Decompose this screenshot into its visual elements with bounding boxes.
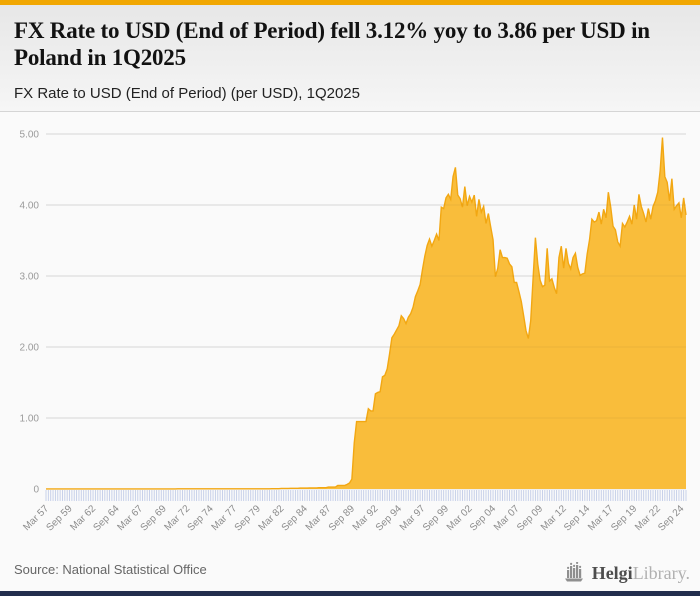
y-tick-label: 1.00 — [20, 414, 40, 425]
chart-area: 0 1.00 2.00 3.00 4.00 5.00 Mar 57 Sep 59 Mar 62 S… — [0, 112, 700, 555]
page-title: FX Rate to USD (End of Period) fell 3.12… — [14, 18, 650, 71]
y-tick-label: 2.00 — [20, 343, 40, 354]
area-series-line — [46, 137, 687, 490]
x-tick-label: Sep 09 — [515, 503, 545, 533]
gridlines-overlay — [46, 133, 686, 419]
x-tick-label: Sep 59 — [44, 503, 74, 533]
bottom-accent-bar — [0, 591, 700, 596]
y-tick-label: 4.00 — [20, 201, 40, 212]
x-tick-label: Sep 84 — [280, 503, 310, 533]
x-axis-ticks — [45, 490, 687, 501]
x-tick-label: Sep 64 — [92, 503, 122, 533]
x-tick-label: Sep 79 — [233, 503, 263, 533]
x-tick-label: Sep 04 — [468, 503, 498, 533]
logo-text-library: Library. — [632, 562, 690, 583]
chart-footer: Source: National Statistical Office Helg… — [0, 555, 700, 591]
x-tick-label: Sep 94 — [374, 503, 404, 533]
top-accent-bar — [0, 0, 700, 5]
helgi-library-logo: HelgiLibrary. — [563, 558, 690, 588]
bar-chart-icon — [564, 562, 583, 582]
x-tick-label: Sep 89 — [327, 503, 357, 533]
y-tick-label: 0 — [33, 485, 39, 496]
x-tick-label: Sep 99 — [421, 503, 451, 533]
x-tick-label: Sep 74 — [186, 503, 216, 533]
y-tick-label: 5.00 — [20, 130, 40, 141]
x-tick-label: Sep 69 — [139, 503, 169, 533]
y-tick-label: 3.00 — [20, 272, 40, 283]
source-label: Source: National Statistical Office — [14, 562, 207, 577]
x-tick-label: Sep 19 — [609, 503, 639, 533]
chart-header: FX Rate to USD (End of Period) fell 3.12… — [0, 5, 700, 112]
x-tick-label: Sep 14 — [562, 503, 592, 533]
logo-text: HelgiLibrary. — [592, 563, 690, 584]
y-axis-labels: 0 1.00 2.00 3.00 4.00 5.00 — [20, 130, 40, 496]
page-subtitle: FX Rate to USD (End of Period) (per USD)… — [14, 85, 360, 102]
logo-text-helgi: Helgi — [591, 562, 633, 583]
x-tick-label: Sep 24 — [656, 503, 686, 533]
area-series — [46, 137, 686, 490]
